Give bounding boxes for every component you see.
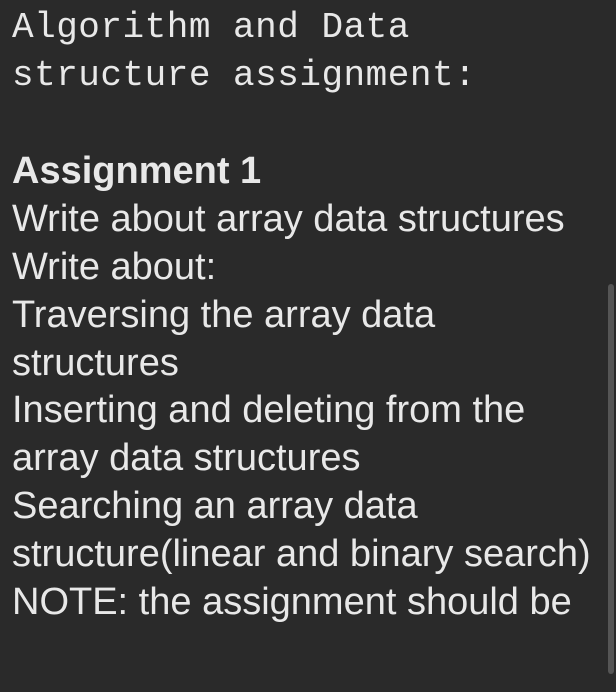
assignment-note: NOTE: the assignment should be (12, 579, 604, 627)
assignment-line-3: Traversing the array data structures (12, 292, 604, 388)
assignment-line-2: Write about: (12, 244, 604, 292)
course-heading: Algorithm and Data structure assignment: (12, 4, 604, 100)
assignment-line-5: Searching an array data structure(linear… (12, 483, 604, 579)
assignment-title: Assignment 1 (12, 148, 604, 196)
scrollbar-thumb[interactable] (608, 284, 614, 674)
note-text: the assignment should be (128, 581, 572, 623)
note-label: NOTE: (12, 581, 128, 623)
assignment-line-1: Write about array data structures (12, 196, 604, 244)
assignment-line-4: Inserting and deleting from the array da… (12, 387, 604, 483)
